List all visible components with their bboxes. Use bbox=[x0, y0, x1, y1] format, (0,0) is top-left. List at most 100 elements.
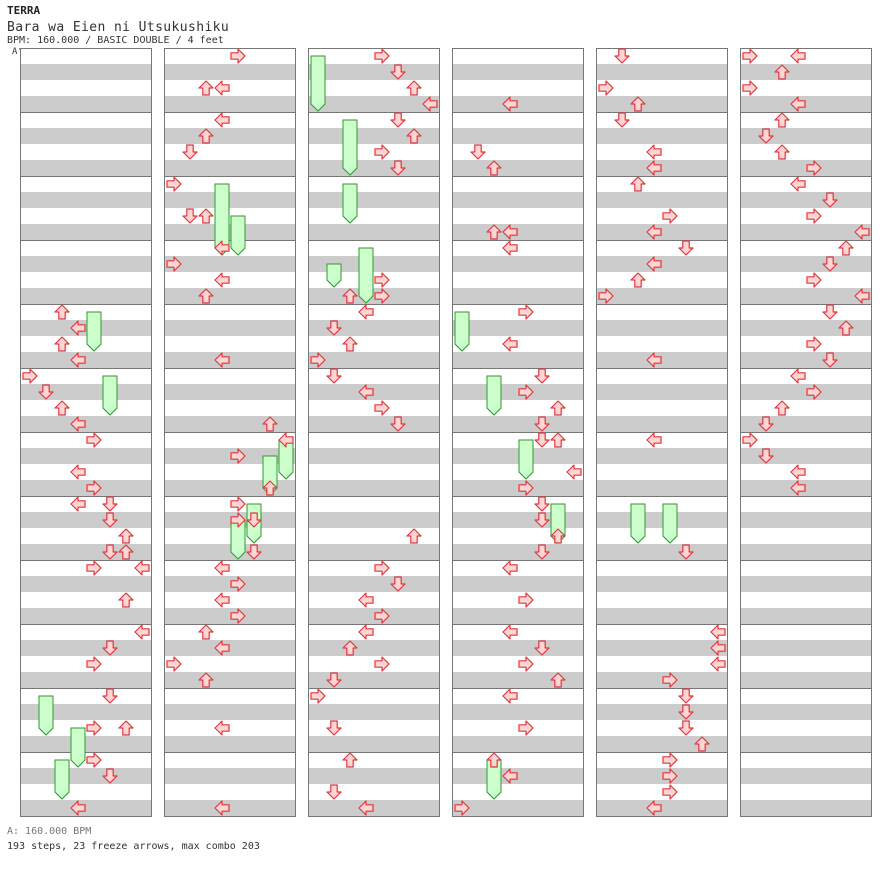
arrow-right-icon bbox=[646, 160, 662, 176]
arrow-left-icon bbox=[166, 256, 182, 272]
arrow-left-icon bbox=[662, 784, 678, 800]
arrow-up-icon bbox=[550, 672, 566, 688]
arrow-left-icon bbox=[662, 672, 678, 688]
arrow-down-icon bbox=[390, 64, 406, 80]
arrow-left-icon bbox=[806, 384, 822, 400]
arrow-up-icon bbox=[406, 528, 422, 544]
arrow-right-icon bbox=[502, 240, 518, 256]
measure bbox=[164, 688, 296, 753]
freeze-arrow bbox=[70, 727, 86, 768]
arrow-left-icon bbox=[518, 720, 534, 736]
arrow-left-icon bbox=[662, 208, 678, 224]
measure bbox=[740, 496, 872, 561]
arrow-right-icon bbox=[790, 96, 806, 112]
arrow-down-icon bbox=[758, 416, 774, 432]
arrow-left-icon bbox=[230, 48, 246, 64]
measure bbox=[596, 496, 728, 561]
arrow-left-icon bbox=[374, 272, 390, 288]
arrow-left-icon bbox=[22, 368, 38, 384]
arrow-up-icon bbox=[262, 480, 278, 496]
arrow-right-icon bbox=[358, 592, 374, 608]
chart-stats: 193 steps, 23 freeze arrows, max combo 2… bbox=[7, 841, 260, 852]
measure bbox=[452, 176, 584, 241]
measure bbox=[20, 752, 152, 817]
arrow-up-icon bbox=[838, 320, 854, 336]
arrow-up-icon bbox=[630, 96, 646, 112]
bpm-marker-label: A bbox=[12, 47, 18, 57]
measure bbox=[20, 176, 152, 241]
arrow-right-icon bbox=[134, 624, 150, 640]
arrow-down-icon bbox=[822, 192, 838, 208]
measure bbox=[452, 240, 584, 305]
arrow-up-icon bbox=[550, 528, 566, 544]
arrow-left-icon bbox=[374, 560, 390, 576]
arrow-left-icon bbox=[166, 176, 182, 192]
measure bbox=[740, 112, 872, 177]
arrow-left-icon bbox=[518, 480, 534, 496]
arrow-left-icon bbox=[374, 288, 390, 304]
arrow-right-icon bbox=[790, 480, 806, 496]
arrow-left-icon bbox=[518, 656, 534, 672]
arrow-down-icon bbox=[534, 416, 550, 432]
arrow-up-icon bbox=[198, 128, 214, 144]
arrow-up-icon bbox=[550, 432, 566, 448]
freeze-arrow bbox=[102, 375, 118, 416]
freeze-arrow bbox=[342, 119, 358, 176]
chart-info: BPM: 160.000 / BASIC DOUBLE / 4 feet bbox=[7, 35, 224, 46]
arrow-down-icon bbox=[822, 352, 838, 368]
measure bbox=[164, 496, 296, 561]
measure bbox=[20, 304, 152, 369]
arrow-down-icon bbox=[678, 688, 694, 704]
arrow-right-icon bbox=[70, 496, 86, 512]
arrow-left-icon bbox=[86, 720, 102, 736]
measure bbox=[164, 112, 296, 177]
measure bbox=[452, 304, 584, 369]
arrow-down-icon bbox=[326, 720, 342, 736]
arrow-up-icon bbox=[774, 144, 790, 160]
arrow-right-icon bbox=[854, 224, 870, 240]
measure bbox=[452, 432, 584, 497]
arrow-left-icon bbox=[310, 352, 326, 368]
arrow-down-icon bbox=[390, 576, 406, 592]
measure bbox=[164, 624, 296, 689]
bpm-summary: A: 160.000 BPM bbox=[7, 826, 92, 837]
arrow-up-icon bbox=[406, 80, 422, 96]
arrow-up-icon bbox=[118, 544, 134, 560]
arrow-down-icon bbox=[614, 112, 630, 128]
measure bbox=[452, 368, 584, 433]
arrow-left-icon bbox=[230, 448, 246, 464]
arrow-right-icon bbox=[70, 416, 86, 432]
arrow-down-icon bbox=[102, 512, 118, 528]
arrow-down-icon bbox=[822, 304, 838, 320]
measure bbox=[740, 432, 872, 497]
arrow-up-icon bbox=[198, 624, 214, 640]
arrow-down-icon bbox=[822, 256, 838, 272]
arrow-down-icon bbox=[390, 112, 406, 128]
arrow-down-icon bbox=[470, 144, 486, 160]
arrow-down-icon bbox=[758, 448, 774, 464]
arrow-up-icon bbox=[262, 416, 278, 432]
arrow-left-icon bbox=[518, 384, 534, 400]
measure bbox=[164, 560, 296, 625]
arrow-up-icon bbox=[774, 400, 790, 416]
measure bbox=[20, 368, 152, 433]
measure bbox=[164, 48, 296, 113]
arrow-left-icon bbox=[598, 288, 614, 304]
arrow-right-icon bbox=[854, 288, 870, 304]
measure bbox=[596, 304, 728, 369]
freeze-arrow bbox=[54, 759, 70, 800]
freeze-arrow bbox=[326, 263, 342, 288]
arrow-left-icon bbox=[806, 208, 822, 224]
measure bbox=[164, 240, 296, 305]
arrow-up-icon bbox=[630, 176, 646, 192]
arrow-down-icon bbox=[102, 640, 118, 656]
arrow-left-icon bbox=[166, 656, 182, 672]
arrow-right-icon bbox=[214, 720, 230, 736]
arrow-down-icon bbox=[534, 496, 550, 512]
arrow-right-icon bbox=[502, 336, 518, 352]
arrow-left-icon bbox=[806, 272, 822, 288]
arrow-left-icon bbox=[230, 608, 246, 624]
arrow-right-icon bbox=[710, 656, 726, 672]
arrow-down-icon bbox=[614, 48, 630, 64]
measure bbox=[740, 560, 872, 625]
